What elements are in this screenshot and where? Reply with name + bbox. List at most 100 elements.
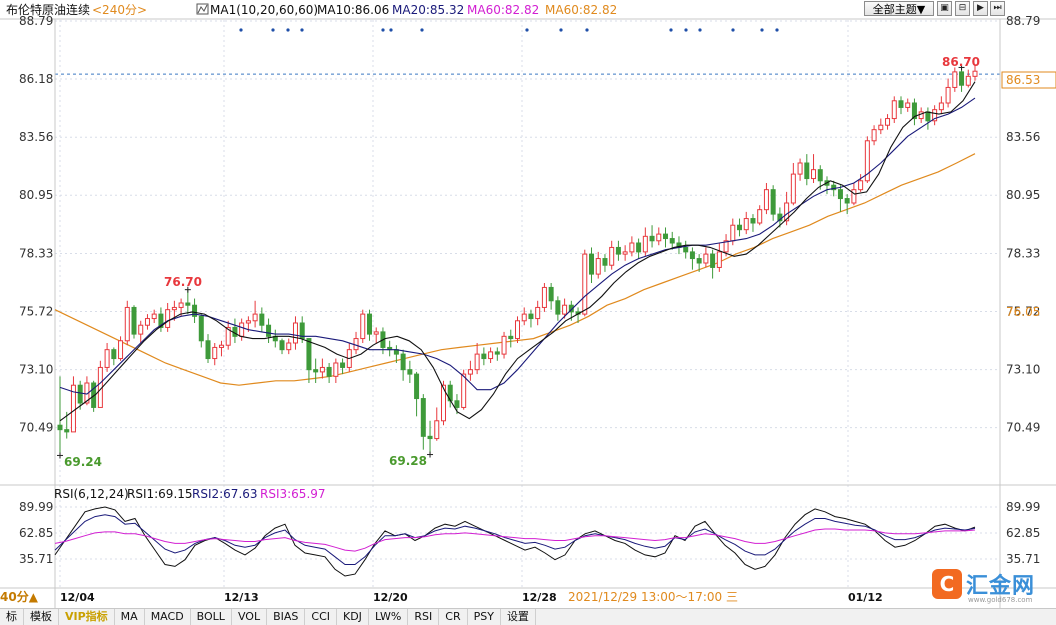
candle[interactable] [118,336,124,361]
candle[interactable] [723,234,729,257]
candle[interactable] [972,65,978,81]
event-dot[interactable] [585,28,589,32]
candle[interactable] [864,136,870,183]
candle[interactable] [333,358,339,383]
event-dot[interactable] [420,28,424,32]
period-tag[interactable]: 40分▲ [0,589,39,604]
candle[interactable] [225,320,231,350]
candle[interactable] [501,331,507,359]
candle[interactable] [313,358,319,383]
candle[interactable] [467,360,473,381]
candle[interactable] [292,316,298,350]
candle[interactable] [185,289,191,315]
candle[interactable] [279,338,285,355]
candle[interactable] [494,347,500,361]
candle[interactable] [636,238,642,259]
candle[interactable] [306,338,312,383]
tab-4[interactable]: MACD [145,609,191,625]
candle[interactable] [689,247,695,270]
candle[interactable] [602,254,608,272]
tab-11[interactable]: RSI [408,609,440,625]
candle[interactable] [407,360,413,383]
candle[interactable] [703,247,709,268]
event-dot[interactable] [760,28,764,32]
tab-13[interactable]: PSY [468,609,501,625]
candle[interactable] [642,227,648,257]
candles[interactable] [57,64,978,459]
candle[interactable] [837,185,843,212]
candle[interactable] [878,118,884,135]
candle[interactable] [790,163,796,206]
candle[interactable] [515,316,520,343]
candle[interactable] [178,298,184,317]
tab-0[interactable]: 标 [0,609,24,625]
candle[interactable] [932,105,938,126]
candle[interactable] [326,363,332,383]
candle[interactable] [340,358,346,375]
candle[interactable] [595,251,601,279]
event-dot[interactable] [669,28,673,32]
candle[interactable] [266,318,272,343]
candle[interactable] [763,183,769,215]
event-dot[interactable] [381,28,385,32]
candle[interactable] [669,231,675,250]
event-dot[interactable] [731,28,735,32]
candle[interactable] [158,307,164,332]
candle[interactable] [151,309,157,323]
tab-1[interactable]: 模板 [24,609,59,625]
event-dot[interactable] [775,28,779,32]
candle[interactable] [622,245,628,261]
candle[interactable] [232,318,238,343]
zoom-out-icon[interactable]: ⊟ [955,1,970,16]
event-dot[interactable] [525,28,529,32]
candle[interactable] [414,371,420,417]
candle[interactable] [239,318,245,341]
candle[interactable] [925,107,931,130]
candle[interactable] [474,343,480,375]
candle[interactable] [144,314,150,330]
candle[interactable] [905,98,911,112]
scroll-right-icon[interactable]: ▶ [973,1,988,16]
candle[interactable] [918,107,924,123]
tab-2[interactable]: VIP指标 [59,609,115,625]
candle[interactable] [192,298,198,323]
candle[interactable] [165,303,171,332]
tab-3[interactable]: MA [115,609,145,625]
candle[interactable] [811,154,817,183]
candle[interactable] [420,394,426,450]
candle[interactable] [286,338,292,355]
event-dot[interactable] [389,28,393,32]
candle[interactable] [871,125,877,146]
candle[interactable] [649,225,655,248]
candle[interactable] [844,194,850,215]
candle[interactable] [710,249,716,279]
candle[interactable] [212,343,218,366]
event-dots[interactable] [239,28,779,32]
candle[interactable] [609,240,615,270]
candle[interactable] [488,347,494,363]
candle[interactable] [582,249,588,317]
candle[interactable] [770,185,776,221]
tab-14[interactable]: 设置 [501,609,536,625]
candle[interactable] [562,298,568,319]
ma-toggle-icon[interactable] [196,3,209,15]
candle[interactable] [387,340,393,357]
candle[interactable] [629,236,635,257]
tab-7[interactable]: BIAS [267,609,306,625]
candle[interactable] [911,98,917,126]
candle[interactable] [750,214,756,232]
candle[interactable] [111,347,117,366]
candle[interactable] [366,309,372,341]
candle[interactable] [205,334,211,363]
candle[interactable] [57,376,63,456]
candle[interactable] [548,283,554,310]
candle[interactable] [252,300,258,328]
tab-8[interactable]: CCI [305,609,337,625]
candle[interactable] [797,158,803,181]
candle[interactable] [885,114,891,130]
event-dot[interactable] [698,28,702,32]
event-dot[interactable] [286,28,290,32]
candle[interactable] [427,420,433,455]
candle[interactable] [138,320,144,343]
candle[interactable] [70,376,76,433]
